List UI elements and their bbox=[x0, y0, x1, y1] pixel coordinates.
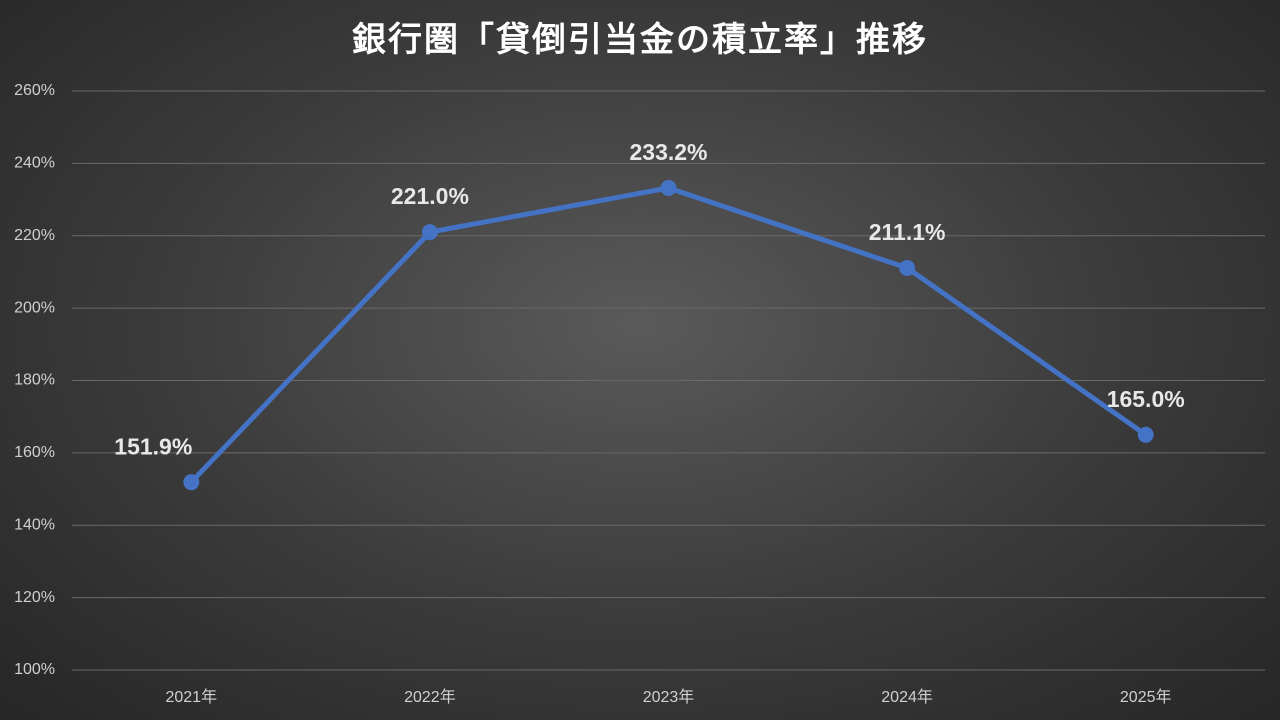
line bbox=[189, 185, 1148, 484]
y-tick-label: 140% bbox=[14, 516, 55, 533]
x-tick-label: 2024年 bbox=[881, 688, 933, 706]
y-tick-label: 120% bbox=[14, 589, 55, 606]
data-label: 211.1% bbox=[869, 219, 946, 245]
point bbox=[899, 259, 916, 276]
x-tick-label: 2022年 bbox=[404, 688, 456, 706]
data-label: 221.0% bbox=[391, 183, 469, 209]
y-tick-label: 240% bbox=[14, 155, 55, 172]
data-label: 151.9% bbox=[114, 433, 192, 459]
y-tick-label: 180% bbox=[14, 372, 55, 389]
data-label: 165.0% bbox=[1107, 386, 1185, 412]
point bbox=[183, 474, 200, 491]
y-tick-label: 260% bbox=[14, 82, 55, 99]
x-tick-label: 2023年 bbox=[643, 688, 695, 706]
y-tick-label: 100% bbox=[14, 661, 55, 678]
y-tick-label: 220% bbox=[14, 227, 55, 244]
point bbox=[1137, 426, 1154, 443]
y-tick-label: 160% bbox=[14, 444, 55, 461]
chart-title: 銀行圏「貸倒引当金の積立率」推移 bbox=[352, 20, 928, 59]
data-label: 233.2% bbox=[629, 139, 707, 165]
y-tick-label: 200% bbox=[14, 299, 55, 316]
point bbox=[421, 224, 438, 241]
x-tick-label: 2025年 bbox=[1120, 688, 1172, 706]
point bbox=[660, 179, 677, 196]
x-tick-label: 2021年 bbox=[165, 688, 217, 706]
